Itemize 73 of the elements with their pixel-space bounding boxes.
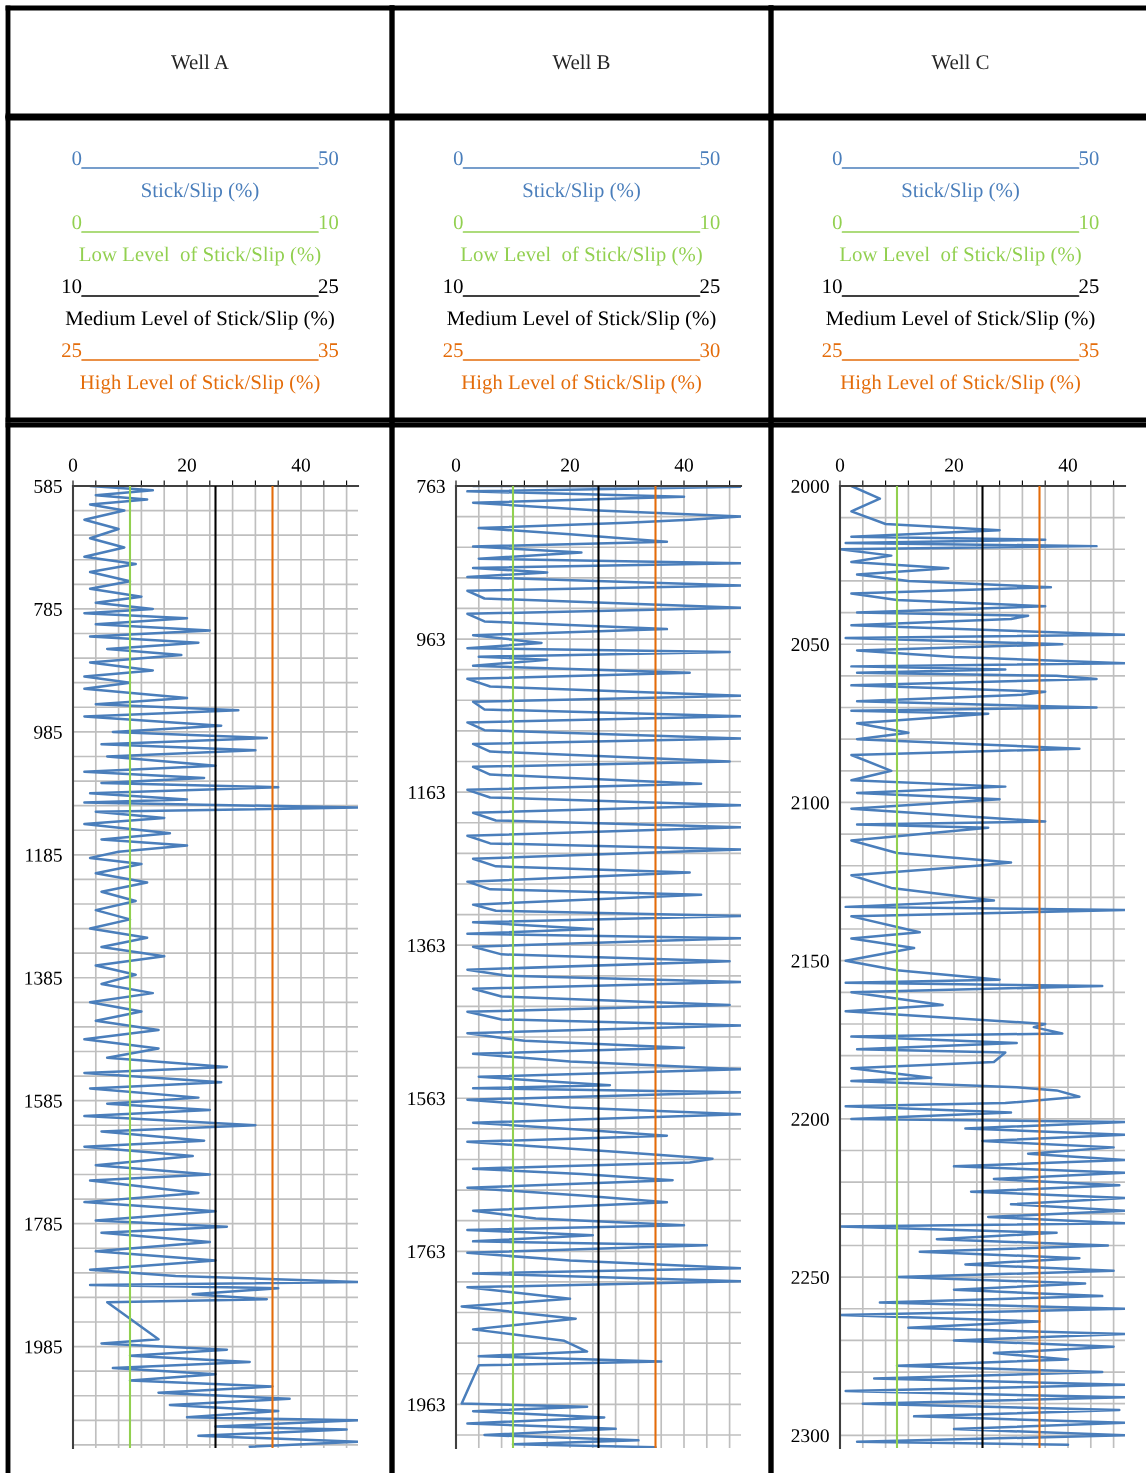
text: 10 [1080,215,1099,230]
ref-line-label: Low Level of Stick/Slip (%) [79,246,321,266]
ref-line-label: High Level of Stick/Slip (%) [80,374,320,394]
x-tick-label: 40 [1058,458,1077,472]
text: 25 [62,343,82,358]
line-series [83,486,358,1448]
text: 25 [443,343,463,358]
x-tick-label: 0 [68,458,78,472]
y-tick-label: 763 [417,479,445,493]
ref-line-label: High Level of Stick/Slip (%) [840,374,1080,394]
y-tick-label: 1763 [408,1245,445,1259]
text: 50 [319,151,339,166]
ref-line-label: Low Level of Stick/Slip (%) [839,246,1081,266]
y-tick-label: 2300 [791,1429,829,1443]
y-tick-label: 785 [34,602,62,616]
x-tick-label: 0 [451,458,461,472]
ref-line-label: Low Level of Stick/Slip (%) [460,246,702,266]
y-tick-label: 1185 [26,848,62,862]
text: Stick/Slip (%) [523,182,640,202]
x-tick-label: 20 [561,458,579,472]
ref-line-label: Medium Level of Stick/Slip (%) [447,310,716,330]
y-tick-label: 963 [417,632,445,646]
ref-line-label: Medium Level of Stick/Slip (%) [65,310,334,330]
text: 0 [72,151,82,166]
text: Stick/Slip (%) [142,182,259,202]
x-tick-label: 40 [291,458,310,472]
text: 0 [453,215,463,230]
y-tick-label: 2000 [791,479,829,493]
y-tick-label: 2100 [791,796,829,810]
y-tick-label: 1563 [408,1092,445,1106]
y-tick-label: 2150 [791,954,829,968]
chart-title: Well C [931,54,989,70]
text: 25 [318,279,339,294]
y-tick-label: 1163 [409,786,445,800]
text: 0 [832,215,842,230]
text: 35 [1079,343,1099,358]
line-series [460,486,741,1448]
x-tick-label: 20 [178,458,196,472]
text: Stick/Slip (%) [902,182,1019,202]
text: 50 [700,151,720,166]
text: 35 [319,343,339,358]
ref-line-label: Medium Level of Stick/Slip (%) [826,310,1095,330]
y-tick-label: 1785 [25,1217,62,1231]
line-series [840,486,1125,1447]
y-tick-label: 1963 [408,1398,445,1412]
text: 30 [700,343,720,358]
y-tick-label: 2250 [791,1270,829,1285]
y-tick-label: 2200 [791,1112,829,1126]
text: 25 [1079,279,1099,294]
y-tick-label: 1363 [408,939,445,953]
y-tick-label: 585 [34,479,62,493]
text: 10 [823,279,842,294]
text: 0 [832,151,842,166]
text: 10 [701,215,720,230]
y-tick-label: 1585 [25,1094,62,1108]
text: 10 [63,279,82,294]
y-tick-label: 1985 [25,1340,62,1354]
x-tick-label: 0 [835,458,845,472]
y-tick-label: 1385 [25,971,62,985]
text: 10 [319,215,339,230]
x-tick-label: 20 [945,458,963,472]
ref-line-label: High Level of Stick/Slip (%) [461,374,701,394]
chart-title: Well A [171,54,229,70]
chart-title: Well B [552,54,610,70]
text: 10 [444,279,463,294]
text: 0 [72,215,82,230]
y-tick-label: 2050 [791,638,829,652]
y-tick-label: 985 [34,725,62,739]
text: 25 [822,343,842,358]
text: 25 [700,279,720,294]
text: 0 [453,151,463,166]
x-tick-label: 40 [674,458,693,472]
text: 50 [1079,151,1099,166]
